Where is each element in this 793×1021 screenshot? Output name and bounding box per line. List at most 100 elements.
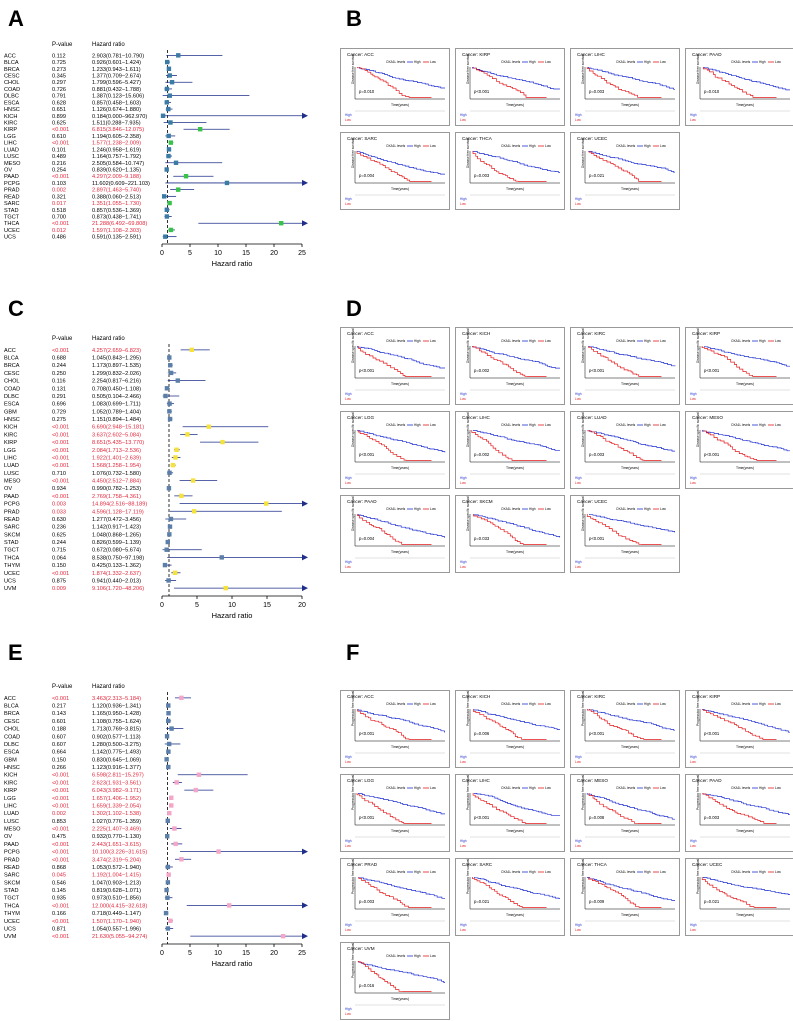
cancer-label: TGCT	[4, 215, 20, 221]
km-risk-low: Low	[345, 1012, 352, 1016]
km-risk-high: High	[460, 197, 467, 201]
km-legend-low: Low	[430, 507, 437, 511]
hazard-ratio-label: 9.106(1.720−48.206)	[92, 586, 144, 592]
cancer-label: LGG	[4, 448, 16, 454]
km-x-label: Time(years)	[621, 913, 639, 917]
hazard-ratio-label: 2.443(1.651−3.615)	[92, 842, 141, 848]
cancer-label: CHOL	[4, 727, 20, 733]
hazard-ratio-label: 1.799(0.596−5.427)	[92, 80, 141, 86]
cancer-label: UVM	[4, 586, 17, 592]
cancer-label: SARC	[4, 525, 20, 531]
pvalue-label: 0.664	[52, 750, 66, 756]
cancer-label: UCEC	[4, 228, 20, 234]
km-legend-title: OXA1L levels	[386, 702, 406, 706]
km-cancer-label: Cancer: UCEC	[577, 499, 608, 504]
cancer-label: ESCA	[4, 402, 20, 408]
hazard-ratio-label: 0.505(0.104−2.466)	[92, 394, 141, 400]
hazard-ratio-label: 0.708(0.450−1.108)	[92, 386, 141, 392]
pvalue-label: 0.002	[52, 811, 66, 817]
km-curve-high	[356, 151, 445, 175]
hazard-ratio-label: 1.052(0.789−1.404)	[92, 409, 141, 415]
point-estimate	[166, 486, 172, 491]
km-legend-low: Low	[775, 786, 782, 790]
km-risk-high: High	[345, 197, 352, 201]
km-x-label: Time(years)	[506, 103, 524, 107]
km-legend-low: Low	[545, 507, 552, 511]
cancer-label: SKCM	[4, 532, 21, 538]
km-plot: Cancer: LUAD OXA1L levels High Low Disease s…	[570, 411, 680, 489]
km-curve-low	[357, 67, 432, 98]
hazard-ratio-label: 0.830(0.645−1.069)	[92, 757, 141, 763]
km-legend-low: Low	[775, 423, 782, 427]
cancer-label: LIHC	[4, 803, 17, 809]
km-pvalue: p<0.001	[359, 368, 375, 373]
hazard-ratio-label: 1.142(0.917−1.423)	[92, 525, 141, 531]
km-legend-low: Low	[660, 60, 667, 64]
point-estimate	[164, 100, 169, 105]
x-tick-label: 10	[214, 950, 222, 957]
pvalue-label: <0.001	[52, 788, 69, 794]
km-y-label: Progression free survival	[581, 859, 585, 894]
x-tick-label: 5	[188, 250, 192, 257]
km-pvalue: p<0.001	[589, 368, 605, 373]
km-pvalue: p=0.021	[474, 899, 490, 904]
hazard-ratio-label: 1.194(0.605−2.358)	[92, 134, 141, 140]
cancer-label: BLCA	[4, 60, 19, 66]
pvalue-label: 0.145	[52, 888, 66, 894]
km-pvalue: p<0.001	[474, 89, 490, 94]
cancer-label: KIRP	[4, 788, 17, 794]
cancer-label: STAD	[4, 888, 19, 894]
hazard-ratio-label: 1.076(0.732−1.580)	[92, 471, 141, 477]
pvalue-label: 0.725	[52, 60, 66, 66]
km-legend-high: High	[759, 339, 766, 343]
cancer-label: COAD	[4, 386, 20, 392]
point-estimate	[166, 718, 171, 724]
km-plot: Cancer: LGG OXA1L levels High Low Progressio…	[340, 774, 450, 852]
km-curve-low	[357, 961, 432, 992]
pvalue-label: 0.216	[52, 161, 66, 167]
pvalue-label: 0.254	[52, 168, 66, 174]
cancer-label: READ	[4, 865, 20, 871]
km-y-label: Progression free survival	[581, 691, 585, 726]
cancer-label: CESC	[4, 719, 20, 725]
km-legend-low: Low	[660, 423, 667, 427]
km-legend-high: High	[759, 786, 766, 790]
pvalue-label: <0.001	[52, 934, 69, 940]
km-pvalue: p<0.001	[474, 815, 490, 820]
hazard-ratio-label: 3.474(2.319−5.204)	[92, 857, 141, 863]
point-estimate	[224, 180, 230, 186]
ci-arrow	[302, 500, 308, 507]
hazard-ratio-label: 1.165(0.950−1.428)	[92, 711, 141, 717]
km-legend-low: Low	[775, 870, 782, 874]
x-tick-label: 10	[228, 602, 236, 609]
pvalue-label: 0.217	[52, 704, 66, 710]
cancer-label: LUAD	[4, 147, 19, 153]
point-estimate	[168, 120, 173, 125]
hazard-ratio-label: 1.659(1.339−2.054)	[92, 803, 141, 809]
km-legend-title: OXA1L levels	[501, 507, 521, 511]
pvalue-header: P-value	[52, 336, 73, 342]
point-estimate	[164, 207, 169, 212]
km-y-label: Disease free survival	[581, 138, 585, 168]
km-pvalue: p=0.004	[359, 173, 375, 178]
x-tick-label: 15	[263, 602, 271, 609]
km-legend-low: Low	[545, 60, 552, 64]
cancer-label: DLBC	[4, 742, 19, 748]
cancer-label: SARC	[4, 873, 20, 879]
km-plot: Cancer: UCEC OXA1L levels High Low Disease f…	[570, 132, 680, 210]
cancer-label: LGG	[4, 796, 16, 802]
km-legend-low: Low	[430, 423, 437, 427]
km-curve-high	[357, 514, 445, 538]
km-curve-high	[473, 709, 560, 730]
km-curve-low	[472, 346, 547, 377]
km-legend-low: Low	[430, 339, 437, 343]
km-curve-low	[472, 793, 547, 824]
pvalue-label: 0.630	[52, 517, 66, 523]
km-legend-high: High	[414, 786, 421, 790]
km-plot: Cancer: MESO OXA1L levels High Low Progressi…	[570, 774, 680, 852]
